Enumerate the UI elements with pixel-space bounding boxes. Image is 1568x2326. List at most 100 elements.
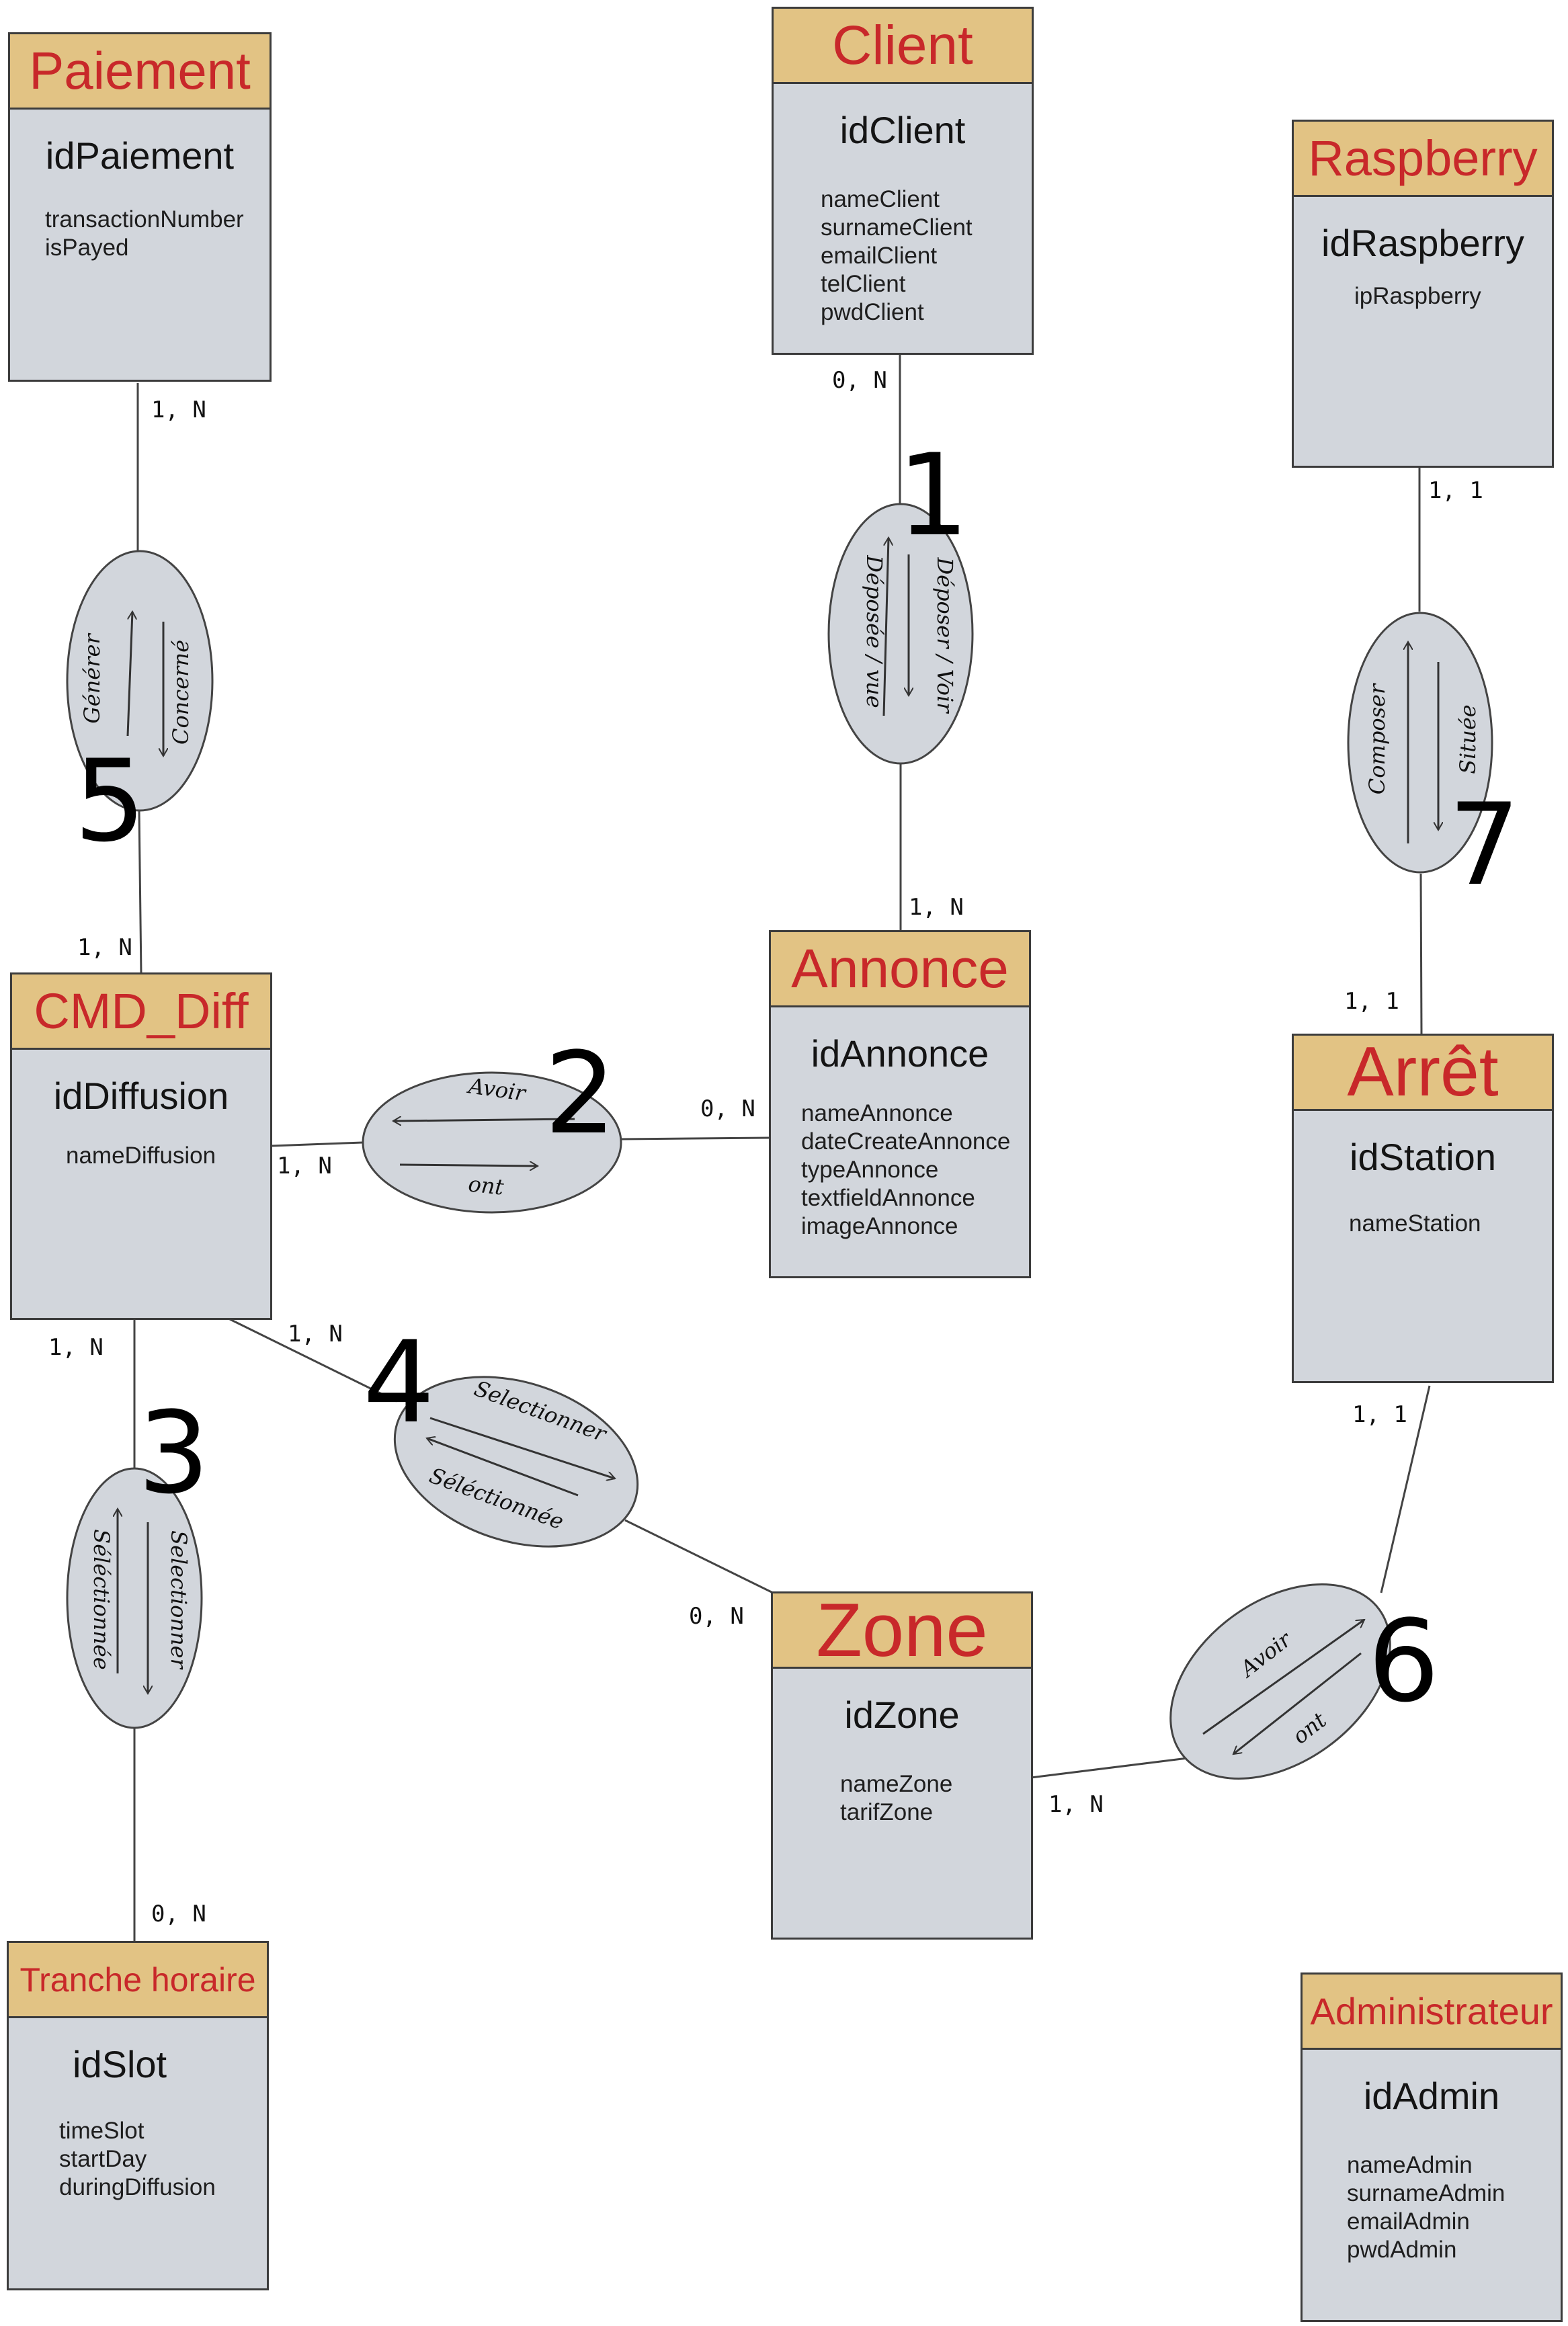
cardinality-client-deposer: 0, N (832, 367, 887, 394)
association-7-label-b: Située (1455, 704, 1481, 774)
entity-zone-id: idZone (844, 1694, 960, 1736)
entity-tranche-horaire-id: idSlot (73, 2043, 167, 2085)
cardinality-zone-selectionner: 0, N (689, 1603, 744, 1630)
entity-zone-attributes: nameZone tarifZone (840, 1770, 1031, 1827)
entity-annonce-attributes: nameAnnonce dateCreateAnnonce typeAnnonc… (801, 1099, 1029, 1241)
association-1-ellipse (827, 503, 974, 765)
entity-raspberry-title: Raspberry (1294, 122, 1552, 197)
attribute: textfieldAnnonce (801, 1185, 975, 1211)
association-7-ellipse (1347, 612, 1493, 874)
entity-paiement: Paiement idPaiement transactionNumber is… (8, 32, 272, 382)
attribute: telClient (821, 271, 906, 297)
association-7-label-a: Composer (1364, 683, 1390, 794)
association-4-number: 4 (363, 1317, 435, 1448)
association-1-label-b: Déposée / vue (862, 554, 887, 708)
line-a6-zone (1030, 1756, 1194, 1779)
attribute: emailAdmin (1347, 2208, 1470, 2235)
attribute: nameAnnonce (801, 1100, 953, 1126)
entity-annonce: Annonce idAnnonce nameAnnonce dateCreate… (769, 930, 1031, 1278)
entity-cmd-diff-id: idDiffusion (53, 1075, 229, 1117)
entity-client: Client idClient nameClient surnameClient… (772, 7, 1034, 355)
attribute: ipRaspberry (1354, 283, 1481, 309)
attribute: dateCreateAnnonce (801, 1128, 1011, 1155)
cardinality-paiement-generer: 1, N (151, 397, 206, 423)
entity-client-id: idClient (839, 109, 966, 151)
attribute: imageAnnonce (801, 1213, 958, 1239)
line-a5-cmd (138, 809, 142, 975)
entity-administrateur: Administrateur idAdmin nameAdmin surname… (1301, 1972, 1563, 2322)
entity-arret-id: idStation (1350, 1136, 1496, 1178)
line-arret-a6 (1380, 1385, 1431, 1593)
entity-client-attributes: nameClient surnameClient emailClient tel… (821, 185, 1032, 327)
entity-paiement-title: Paiement (10, 34, 270, 110)
entity-arret-title: Arrêt (1294, 1036, 1552, 1111)
attribute: surnameClient (821, 214, 973, 241)
attribute: timeSlot (59, 2118, 145, 2144)
arrow-icon (1233, 1652, 1362, 1754)
association-2-number: 2 (544, 1028, 616, 1159)
entity-paiement-attributes: transactionNumber isPayed (45, 206, 270, 262)
arrow-icon (399, 1165, 538, 1166)
entity-cmd-diff-attributes: nameDiffusion (66, 1142, 270, 1170)
entity-raspberry: Raspberry idRaspberry ipRaspberry (1292, 120, 1554, 468)
entity-zone-title: Zone (773, 1593, 1031, 1669)
association-3-number: 3 (138, 1387, 210, 1519)
cardinality-cmd-selectionner-zone: 1, N (288, 1321, 343, 1347)
cardinality-zone-avoir: 1, N (1048, 1791, 1104, 1818)
entity-annonce-id: idAnnonce (811, 1032, 989, 1075)
attribute: nameAdmin (1347, 2152, 1473, 2178)
arrow-icon (427, 1438, 579, 1497)
entity-raspberry-attributes: ipRaspberry (1354, 282, 1552, 310)
arrow-icon (393, 1119, 575, 1121)
association-2-label-b: ont (467, 1171, 505, 1200)
attribute: surnameAdmin (1347, 2180, 1505, 2206)
entity-tranche-horaire: Tranche horaire idSlot timeSlot startDay… (7, 1941, 269, 2290)
cardinality-annonce-deposer: 1, N (909, 894, 964, 921)
association-7-number: 7 (1448, 779, 1520, 911)
arrow-icon (882, 538, 889, 716)
entity-tranche-horaire-attributes: timeSlot startDay duringDiffusion (59, 2117, 267, 2202)
entity-cmd-diff-title: CMD_Diff (12, 974, 270, 1050)
entity-raspberry-id: idRaspberry (1321, 222, 1524, 264)
attribute: tarifZone (840, 1799, 934, 1825)
arrow-icon (1202, 1618, 1364, 1735)
attribute: nameZone (840, 1771, 953, 1797)
entity-client-title: Client (774, 9, 1032, 84)
entity-arret: Arrêt idStation nameStation (1292, 1034, 1554, 1383)
entity-arret-attributes: nameStation (1349, 1210, 1552, 1238)
attribute: nameStation (1349, 1210, 1481, 1237)
cardinality-arret-avoir: 1, 1 (1352, 1401, 1407, 1428)
cardinality-annonce-avoir: 0, N (700, 1095, 755, 1122)
association-5-ellipse (66, 550, 214, 812)
association-2-ellipse (362, 1071, 622, 1214)
attribute: duringDiffusion (59, 2174, 216, 2200)
association-5-number: 5 (74, 735, 146, 867)
cardinality-tranche-selectionner: 0, N (151, 1901, 206, 1927)
entity-paiement-id: idPaiement (45, 134, 235, 177)
entity-administrateur-id: idAdmin (1363, 2075, 1500, 2117)
entity-administrateur-title: Administrateur (1303, 1975, 1561, 2050)
attribute: emailClient (821, 243, 938, 269)
cardinality-raspberry-composer: 1, 1 (1428, 477, 1483, 504)
association-3-label-a: Selectionner (166, 1530, 192, 1669)
association-3-label-b: Séléctionnée (89, 1529, 114, 1669)
arrow-icon (429, 1417, 615, 1479)
attribute: pwdClient (821, 299, 924, 325)
association-1-number: 1 (897, 429, 969, 561)
cardinality-cmd-selectionner-slot: 1, N (48, 1334, 104, 1361)
line-cmd-a2 (272, 1141, 364, 1147)
association-1-label-a: Déposer / Voir (932, 556, 958, 714)
line-a4-zone (624, 1519, 774, 1594)
attribute: transactionNumber (45, 206, 244, 233)
attribute: nameClient (821, 186, 940, 212)
attribute: startDay (59, 2146, 147, 2172)
line-cmd-a4 (228, 1317, 397, 1403)
attribute: typeAnnonce (801, 1157, 939, 1183)
attribute: nameDiffusion (66, 1143, 216, 1169)
association-5-label-a: Générer (79, 633, 105, 724)
cardinality-arret-composer: 1, 1 (1344, 988, 1399, 1015)
line-a2-annonce (621, 1136, 770, 1140)
association-5-label-b: Concerné (168, 640, 194, 745)
arrow-icon (126, 612, 132, 737)
